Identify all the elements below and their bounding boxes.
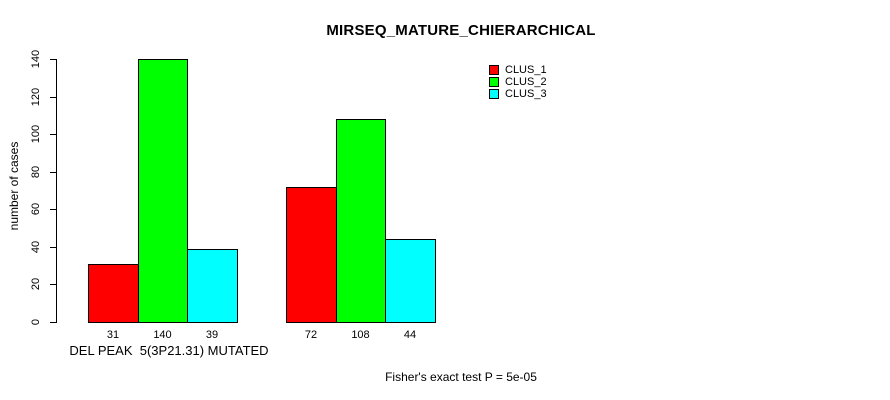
y-tick-label: 0 [30,318,42,326]
legend-label: CLUS_2 [505,76,547,88]
y-tick-label: 20 [30,277,42,291]
y-tick [50,209,57,210]
bar-value-label: 72 [304,329,318,341]
bar-value-label: 108 [351,329,370,341]
y-tick [50,172,57,173]
y-tick-label: 140 [30,49,42,69]
y-tick [50,322,57,323]
y-tick [50,247,57,248]
footnote: Fisher's exact test P = 5e-05 [385,370,537,384]
y-tick-label: 120 [30,87,42,107]
legend-item: CLUS_1 [489,64,547,76]
bar-value-label: 44 [403,329,417,341]
bar-value-label: 31 [106,329,120,341]
y-tick [50,59,57,60]
legend-item: CLUS_2 [489,76,547,88]
y-tick [50,134,57,135]
legend-item: CLUS_3 [489,88,547,100]
y-tick-label: 60 [30,202,42,216]
y-tick [50,97,57,98]
y-tick-label: 40 [30,240,42,254]
legend-swatch [489,65,499,75]
y-tick [50,284,57,285]
bar-value-label: 39 [205,329,219,341]
bar [286,187,337,323]
bar [187,249,238,323]
bar-value-label: 140 [153,329,172,341]
bar [336,119,386,323]
legend-swatch [489,77,499,87]
legend-label: CLUS_3 [505,88,547,100]
legend-label: CLUS_1 [505,64,547,76]
chart-title: MIRSEQ_MATURE_CHIERARCHICAL [326,22,596,39]
bar [385,239,436,323]
legend-swatch [489,89,499,99]
x-group-label: DEL PEAK 5(3P21.31) MUTATED [69,343,269,358]
y-tick-label: 80 [30,165,42,179]
y-tick-label: 100 [30,124,42,144]
y-axis-label: number of cases [7,141,21,231]
y-axis-line [56,59,57,323]
bar [138,59,188,323]
legend: CLUS_1 CLUS_2 CLUS_3 [489,65,547,101]
bar [88,264,139,323]
